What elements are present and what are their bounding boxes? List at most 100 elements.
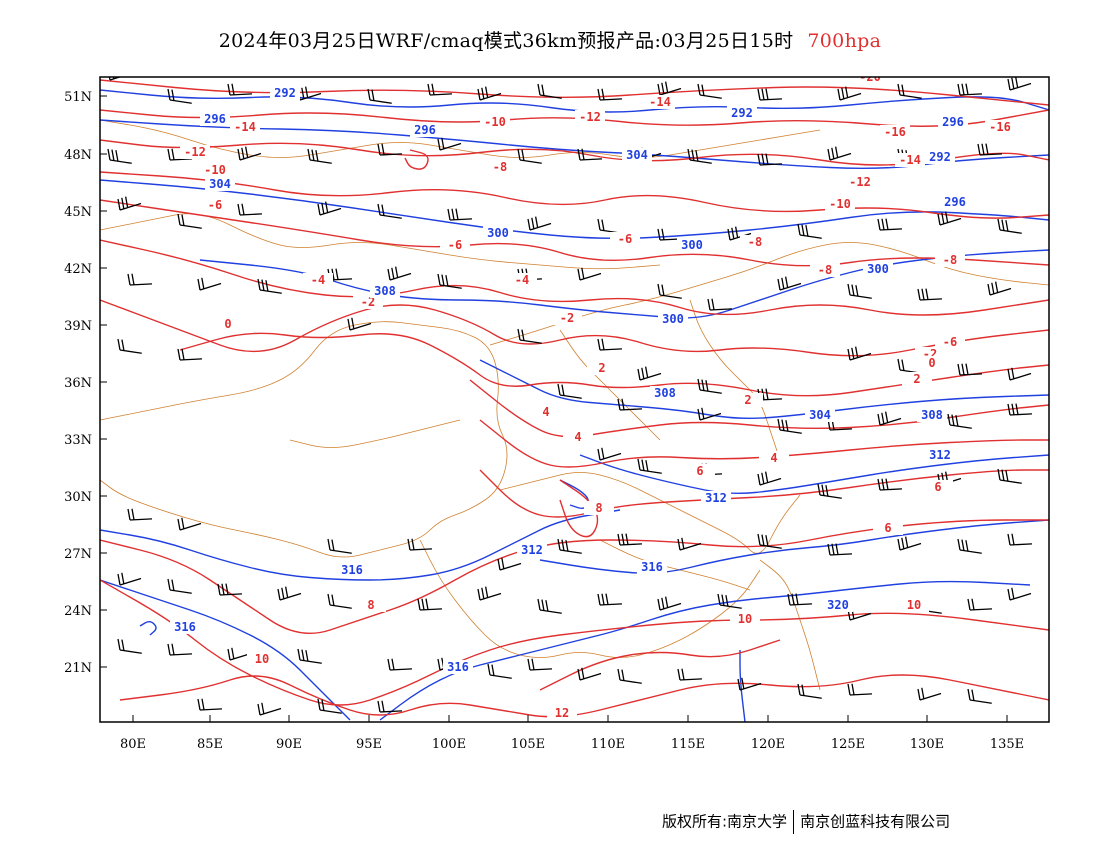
x-tick-label: 135E (990, 737, 1024, 752)
temperature-label-bg (810, 263, 840, 277)
temperature-label: -10 (829, 197, 851, 211)
wind-barb (657, 596, 682, 611)
wind-barb (367, 88, 392, 104)
height-label: 300 (867, 262, 889, 276)
x-tick-label: 115E (671, 737, 705, 752)
wind-barb (937, 211, 962, 226)
wind-barb (297, 648, 322, 664)
wind-barb (597, 88, 623, 101)
temperature-label: -6 (208, 198, 222, 212)
temperature-contour (559, 479, 599, 538)
height-label: 316 (341, 563, 363, 577)
boundary-line (489, 242, 1049, 346)
temperature-contour (404, 149, 429, 170)
height-label-bg (483, 226, 513, 240)
height-label-bg (701, 491, 731, 505)
wind-barb (617, 668, 642, 684)
temperature-label-bg (645, 95, 675, 109)
wind-barb (697, 378, 722, 394)
temperature-contour (100, 299, 1049, 357)
temperature-label: 6 (884, 521, 891, 535)
wind-barb (527, 658, 553, 671)
temperature-label: -6 (448, 238, 462, 252)
height-label-bg (925, 448, 955, 462)
height-label: 312 (929, 448, 951, 462)
wind-barb (977, 143, 1003, 156)
y-tick-label: 51N (64, 90, 92, 105)
temperature-label: 4 (770, 451, 777, 465)
temperature-label: -14 (649, 95, 671, 109)
wind-barb (167, 643, 193, 656)
height-label-bg (863, 262, 893, 276)
wind-barb (617, 398, 643, 411)
height-label: 296 (944, 195, 966, 209)
wind-barb (1007, 533, 1033, 546)
height-label-bg (170, 620, 200, 634)
temperature-label: -4 (311, 273, 325, 287)
wind-barb (557, 383, 582, 399)
wind-barb (1007, 367, 1032, 381)
wind-barb (387, 658, 413, 671)
height-label-bg (658, 312, 688, 326)
wind-barb (707, 298, 733, 311)
wind-barb (957, 83, 983, 96)
wind-barb (417, 598, 443, 611)
wind-barb (597, 447, 622, 461)
height-label: 304 (809, 408, 831, 422)
height-label-bg (727, 106, 757, 120)
temperature-label: 6 (934, 480, 941, 494)
temperature-label: -8 (493, 160, 507, 174)
wind-barb (577, 148, 603, 161)
wind-barb (497, 557, 522, 571)
wind-barb (237, 203, 263, 216)
temperature-label-bg (575, 110, 605, 124)
boundary-line (100, 213, 661, 270)
temperature-contour (100, 171, 1049, 219)
temperature-label: -20 (859, 70, 881, 84)
wind-barb (877, 411, 902, 426)
wind-barb (277, 586, 302, 601)
x-tick-label: 105E (511, 737, 545, 752)
wind-barb (847, 683, 873, 696)
wind-barb (797, 223, 822, 239)
wind-barb (127, 508, 153, 521)
wind-barb (477, 86, 502, 101)
wind-barb (717, 593, 742, 609)
temperature-label-bg (923, 480, 953, 494)
height-label: 316 (641, 560, 663, 574)
wind-barb (527, 216, 552, 231)
temperature-label-bg (935, 335, 965, 349)
wind-barb (677, 668, 703, 681)
temperature-label-bg (825, 197, 855, 211)
temperature-label: -16 (989, 120, 1011, 134)
wind-barb (517, 328, 542, 344)
height-label-bg (270, 86, 300, 100)
temperature-label-bg (730, 612, 760, 626)
temperature-label: -8 (748, 235, 762, 249)
temperature-contour (100, 239, 1049, 316)
temperature-label-bg (899, 598, 929, 612)
temperature-label: 4 (542, 405, 549, 419)
wind-barb (167, 88, 192, 104)
wind-barb (217, 583, 243, 596)
temperature-label-bg (485, 160, 515, 174)
temperature-label-bg (303, 273, 333, 287)
temperature-label-bg (587, 361, 617, 375)
height-label-bg (637, 560, 667, 574)
wind-barb (197, 277, 222, 291)
temperature-label: -2 (560, 311, 574, 325)
y-axis: 51N 48N 45N 42N 39N 36N 33N 30N 27N 24N 21N (64, 90, 107, 676)
temperature-label-bg (880, 125, 910, 139)
wind-barb (677, 537, 702, 551)
wind-barb (577, 667, 602, 681)
wind-barb (757, 153, 783, 166)
wind-barb (117, 196, 142, 211)
wind-barb (657, 283, 682, 299)
wind-barb (917, 687, 942, 701)
map-plot-area: -20-16 -16-14-14-14-12-12-12-10-10-10-8-8… (100, 70, 1049, 722)
wind-barb (317, 201, 342, 216)
wind-barb (537, 598, 562, 614)
wind-barb (387, 266, 412, 281)
wind-barb (757, 471, 782, 486)
temperature-label: 0 (224, 317, 231, 331)
